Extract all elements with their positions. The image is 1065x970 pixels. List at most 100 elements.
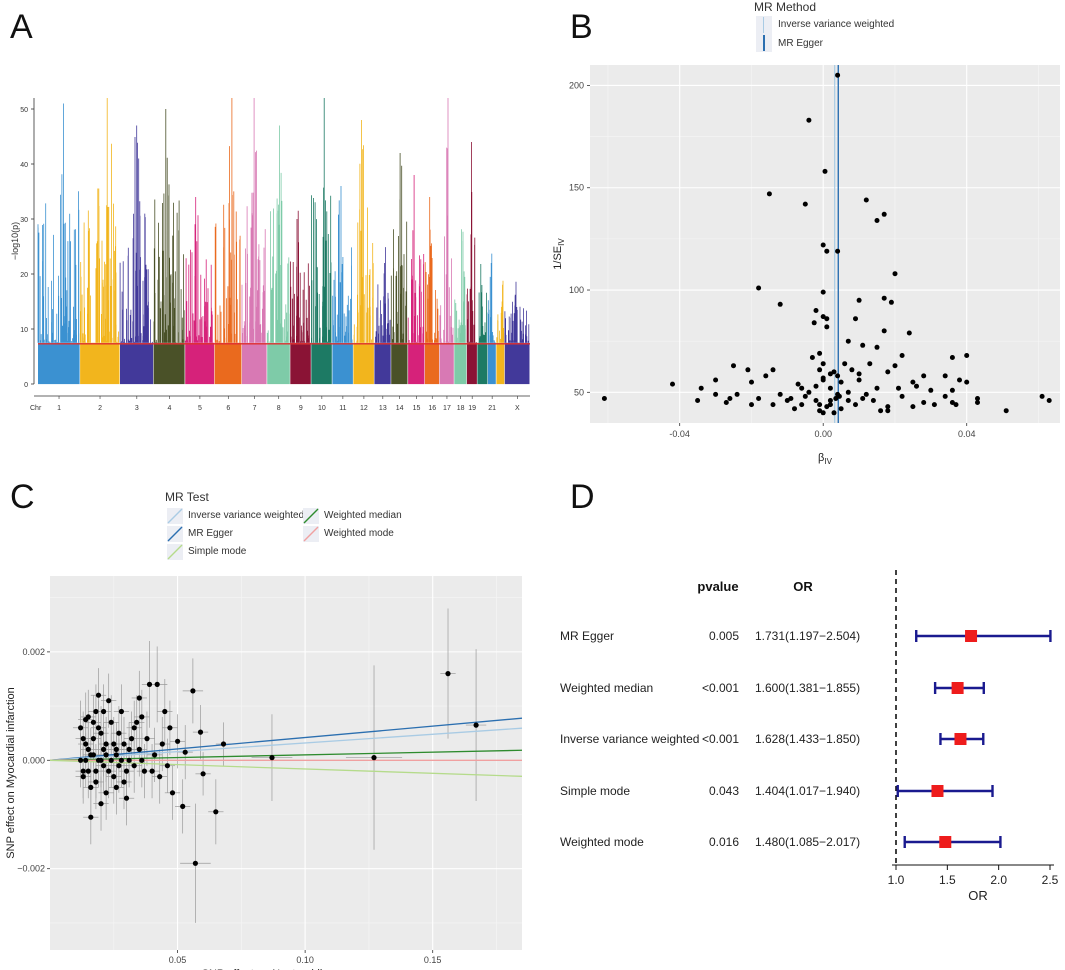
scatter-point [103,790,109,796]
funnel-point [870,398,876,403]
x-tick-label: 0.15 [424,955,442,965]
x-tick-label: -0.04 [669,429,690,439]
scatter-point [157,774,163,780]
funnel-point [820,314,826,320]
scatter-point [88,814,94,820]
funnel-point [856,371,862,377]
funnel-point [766,191,772,197]
scatter-point [78,757,84,763]
funnel-point [914,383,919,389]
funnel-point [845,338,851,344]
funnel-point [824,248,830,254]
x-tick-label: 21 [488,405,496,412]
funnel-point [820,377,826,383]
chr-20-band [477,342,488,385]
manhattan-marks [37,98,530,385]
chr-2-band [80,342,120,385]
funnel-point [749,402,754,408]
funnel-point [817,367,823,373]
funnel-point [928,387,934,393]
chr-1-band [38,342,80,385]
funnel-point [874,385,880,391]
x-tick-label: 4 [167,405,171,412]
regression-line [49,717,523,761]
funnel-point [838,406,844,412]
scatter-point [200,771,206,777]
x-axis-title: SNP effect on Neutrophil [202,968,323,970]
scatter-point [146,681,153,687]
or-cell: 1.600(1.381−1.855) [755,681,860,695]
chr-7-band [241,342,267,385]
funnel-point [827,398,833,403]
scatter-point [136,695,142,701]
or-cell: 1.480(1.085−2.017) [755,835,860,849]
x-tick-label: 1.5 [939,873,956,887]
scatter-point [93,779,99,785]
scatter-point [90,736,96,742]
chr-10-band [311,342,332,385]
funnel-point [849,367,855,373]
y-tick-label: 50 [574,387,584,397]
scatter-point [197,729,204,735]
funnel-point [842,361,848,367]
x-tick-label: 11 [339,405,346,412]
funnel-point [763,373,769,379]
chr-4-points [153,109,185,343]
x-tick-label: 16 [428,405,436,412]
or-marker [954,733,967,745]
scatter-point [121,741,127,747]
chr-8-points [266,125,290,343]
funnel-point [881,211,887,217]
funnel-point [899,393,905,399]
scatter-point [141,768,147,774]
funnel-point [1003,408,1009,414]
chr-15-band [408,342,425,385]
funnel-point [749,379,754,385]
funnel-point [910,379,916,385]
funnel-point [824,404,830,410]
x-axis-title: Chr [30,405,42,412]
funnel-point [910,404,916,410]
funnel-legend-label-ivw: Inverse variance weighted [778,19,895,30]
or-marker [951,682,964,694]
chr-5-band [185,342,215,385]
scatter-point [159,741,165,747]
funnel-point [731,363,736,369]
or-header: OR [793,579,813,594]
chr-12-points [353,120,374,343]
funnel-point [831,369,837,375]
funnel-point [921,373,927,379]
scatter-point [118,708,124,715]
scatter-point [83,741,89,747]
funnel-legend-key-egger [756,34,772,52]
chr-6-points [214,98,241,343]
pvalue-cell: <0.001 [702,732,739,746]
or-cell: 1.404(1.017−1.940) [755,784,860,798]
scatter-point [126,746,132,752]
scatter-point [126,757,132,763]
funnel-legend-key-ivw [756,16,772,34]
funnel-point [835,373,841,379]
funnel-point [827,385,833,391]
funnel-point [831,410,837,416]
chr-4-band [153,342,185,385]
chr-8-band [267,342,290,385]
funnel-point [860,396,866,401]
scatter-legend-title: MR Test [165,490,209,504]
scatter-legend-key [167,544,183,560]
pvalue-cell: 0.005 [709,629,739,643]
scatter-point [106,698,112,704]
scatter-point [192,860,198,866]
scatter-point [154,681,160,687]
scatter-point [93,708,99,715]
funnel-point [964,379,970,385]
scatter-legend-key [303,508,319,524]
x-tick-label: 3 [135,405,139,412]
chr-11-points [332,186,353,343]
x-tick-label: 10 [318,405,326,412]
scatter-point [90,719,96,725]
funnel-point [856,377,862,383]
x-tick-label: 13 [379,405,387,412]
x-tick-label: 15 [413,405,421,412]
